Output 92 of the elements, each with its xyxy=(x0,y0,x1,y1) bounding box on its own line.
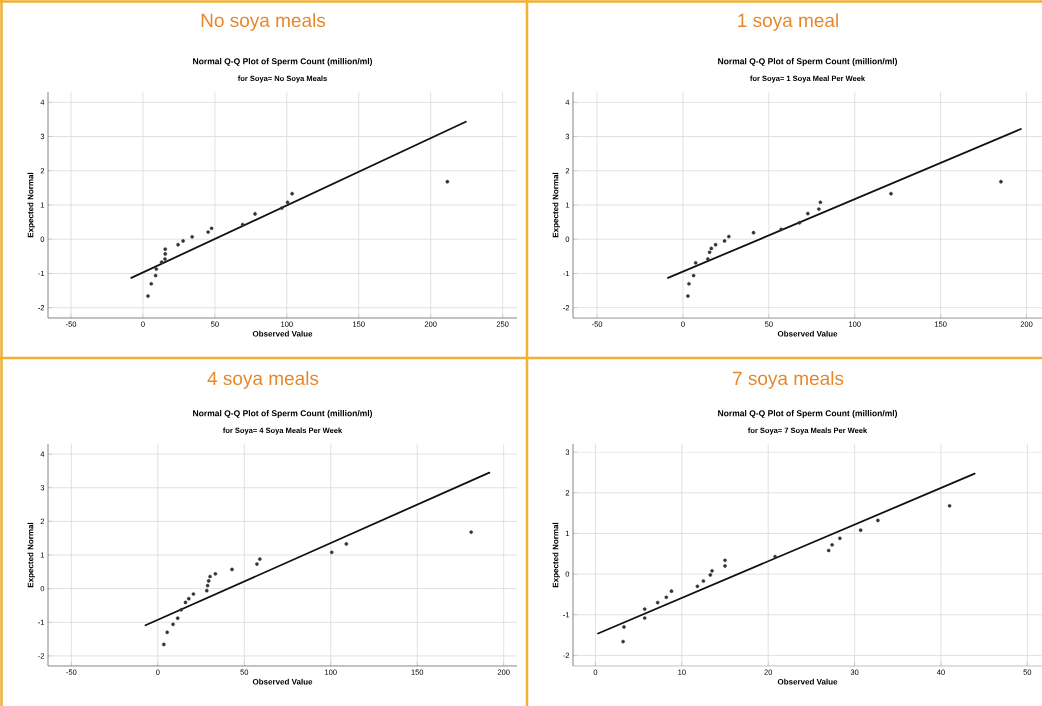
point xyxy=(230,567,234,572)
chart-subtitle: Normal Q-Q Plot of Sperm Count (million/ml) xyxy=(718,410,898,418)
point xyxy=(826,548,831,553)
chart-title: 4 soya meals xyxy=(207,371,319,389)
point xyxy=(445,179,450,184)
point xyxy=(830,543,834,547)
x-axis-title: Observed Value xyxy=(252,330,313,337)
point xyxy=(695,584,700,589)
point xyxy=(686,294,690,298)
y-axis-title: Expected Normal xyxy=(27,172,35,238)
point xyxy=(664,595,669,600)
point xyxy=(179,608,183,612)
x-axis-title: Observed Value xyxy=(252,678,313,685)
point xyxy=(707,250,712,255)
point xyxy=(722,239,727,243)
point xyxy=(344,542,349,546)
point xyxy=(655,600,660,605)
chart-title: 7 soya meals xyxy=(733,371,844,389)
point xyxy=(621,639,625,644)
y-axis-title: Expected Normal xyxy=(552,522,560,588)
point xyxy=(159,260,164,264)
point xyxy=(290,191,294,196)
point xyxy=(947,503,952,508)
point xyxy=(279,206,284,210)
point xyxy=(669,589,674,593)
point xyxy=(723,558,727,563)
y-axis-title: Expected Normal xyxy=(552,172,560,238)
chart-title: 1 soya meal xyxy=(738,13,838,31)
point xyxy=(162,642,166,647)
point xyxy=(149,281,154,286)
point xyxy=(797,220,802,225)
point xyxy=(817,207,821,211)
point xyxy=(693,261,698,265)
point xyxy=(858,528,863,532)
point xyxy=(708,573,713,577)
point xyxy=(806,211,810,216)
point xyxy=(163,247,168,251)
point xyxy=(183,600,188,605)
point xyxy=(175,616,180,621)
point xyxy=(209,226,214,231)
chart-title: No soya meals xyxy=(201,13,326,31)
point xyxy=(999,179,1003,184)
point xyxy=(622,625,626,629)
point xyxy=(642,616,647,620)
point xyxy=(691,273,696,278)
point xyxy=(779,227,784,232)
point xyxy=(190,235,194,239)
point xyxy=(727,234,731,239)
point xyxy=(329,550,334,555)
chart-subtitle: Normal Q-Q Plot of Sperm Count (million/ml) xyxy=(193,410,373,418)
point xyxy=(710,569,714,573)
point xyxy=(701,579,706,583)
chart-subtitle: Normal Q-Q Plot of Sperm Count (million/ml) xyxy=(718,58,898,66)
point xyxy=(181,239,185,243)
point xyxy=(713,242,718,247)
point xyxy=(706,257,710,261)
point xyxy=(258,557,262,561)
point xyxy=(723,564,727,568)
point xyxy=(154,267,159,271)
point xyxy=(751,230,756,235)
point xyxy=(205,583,210,588)
point xyxy=(204,588,209,593)
point xyxy=(163,257,167,261)
point xyxy=(709,246,714,251)
point xyxy=(240,222,245,227)
point xyxy=(153,273,158,278)
point xyxy=(191,592,196,596)
point xyxy=(146,294,150,298)
point xyxy=(255,562,259,566)
point xyxy=(773,554,777,559)
point xyxy=(642,607,647,611)
point xyxy=(171,622,175,627)
point xyxy=(253,212,257,216)
point xyxy=(165,630,169,635)
point xyxy=(176,242,180,247)
point xyxy=(838,536,842,541)
point xyxy=(469,530,473,534)
point xyxy=(889,191,893,196)
y-axis-title: Expected Normal xyxy=(27,522,35,588)
chart-subtitle: Normal Q-Q Plot of Sperm Count (million/ml) xyxy=(193,58,373,66)
point xyxy=(206,579,211,583)
point xyxy=(285,200,290,205)
point xyxy=(208,574,212,579)
point xyxy=(206,230,210,234)
point xyxy=(687,281,691,286)
point xyxy=(818,200,823,205)
x-axis-title: Observed Value xyxy=(777,678,838,685)
x-axis-title: Observed Value xyxy=(777,330,838,337)
point xyxy=(876,518,880,523)
point xyxy=(163,252,168,256)
point xyxy=(186,596,191,601)
point xyxy=(213,572,218,576)
